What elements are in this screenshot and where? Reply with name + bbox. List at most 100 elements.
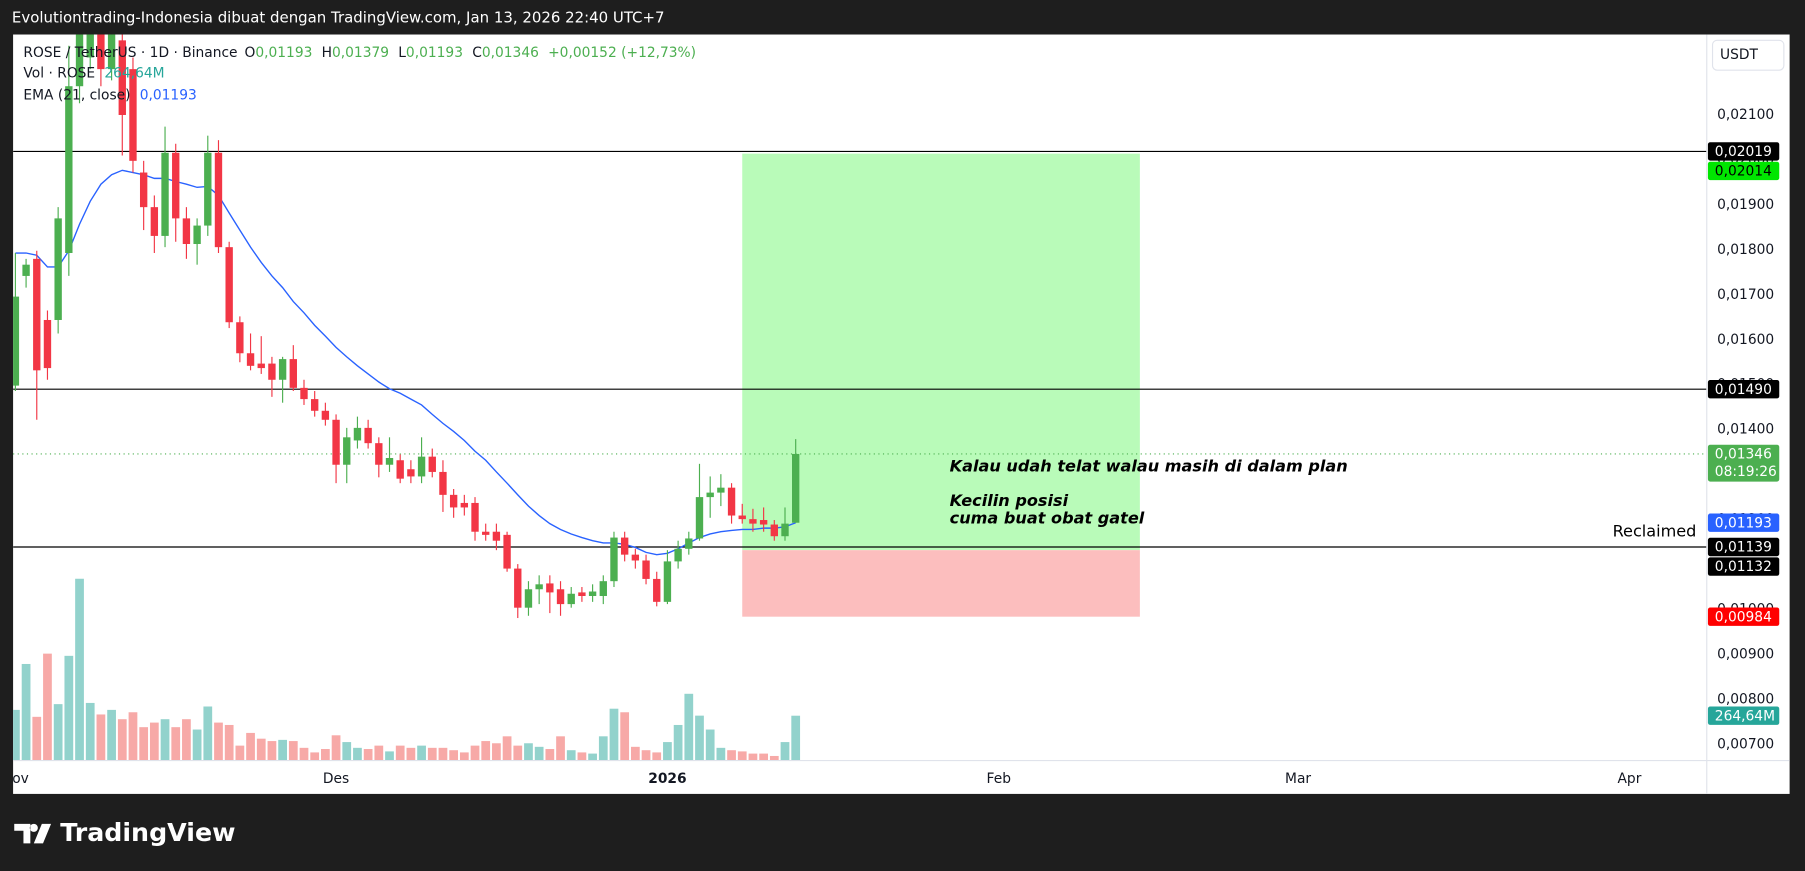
top-bar-text: Evolutiontrading-Indonesia dibuat dengan…	[12, 8, 665, 26]
price-tag-text: 264,64M	[1715, 708, 1775, 724]
y-tick-label: 0,01900	[1717, 197, 1774, 213]
y-tick-label: 0,01800	[1717, 242, 1774, 258]
y-tick-label: 0,00800	[1717, 691, 1774, 707]
candle-body	[546, 583, 554, 593]
candle-body	[118, 40, 126, 115]
volume-bar	[385, 751, 394, 761]
candle-body	[610, 537, 618, 582]
volume-bar	[566, 750, 576, 761]
candle-body	[770, 524, 778, 537]
candle-body	[268, 363, 276, 380]
legend-volume: Vol · ROSE 264,64M	[23, 66, 164, 82]
volume-bar	[75, 578, 84, 761]
candle-body	[22, 264, 30, 276]
candle-body	[599, 581, 607, 597]
volume-bar	[716, 747, 726, 761]
volume-bar	[13, 709, 20, 761]
price-tag-text: 0,01139	[1715, 540, 1772, 556]
volume-bar	[695, 715, 704, 761]
candle-body	[428, 456, 436, 472]
price-tag	[1707, 161, 1780, 181]
volume-bar	[524, 743, 533, 761]
volume-bar	[737, 751, 747, 761]
candle-body	[556, 589, 565, 605]
candle-body	[246, 353, 255, 366]
candle-body	[620, 537, 629, 555]
level-annotation: Reclaimed	[1613, 522, 1697, 541]
price-tag	[1707, 513, 1780, 532]
price-tag-text: 0,02019	[1715, 144, 1772, 160]
y-tick-label: 0,01600	[1717, 332, 1774, 348]
y-tick-label: 0,00900	[1717, 646, 1774, 662]
candle-body	[33, 258, 41, 371]
volume-bar	[780, 742, 790, 761]
annotation: Kalau udah telat walau masih di dalam pl…	[950, 457, 1348, 476]
candle-body	[225, 247, 233, 323]
candle-body	[75, 34, 84, 87]
candle-body	[150, 207, 159, 236]
volume-bar	[353, 747, 362, 761]
candle-body	[353, 427, 362, 441]
candle-body	[193, 225, 201, 245]
volume-bar	[43, 653, 52, 761]
price-tag	[1707, 380, 1780, 399]
candle-body	[13, 296, 20, 386]
volume-bar	[663, 742, 672, 761]
price-tag	[1707, 142, 1780, 161]
volume-bar	[534, 746, 544, 761]
candle-body	[65, 86, 73, 253]
candle-body	[396, 460, 404, 479]
candle-body	[653, 578, 661, 602]
candle-body	[738, 515, 746, 520]
candle-body	[717, 487, 725, 493]
volume-bar	[769, 755, 779, 761]
price-tag-text: 0,01346	[1715, 447, 1772, 463]
volume-bar	[288, 741, 298, 761]
price-axis: 0,021000,020000,019000,018000,017000,016…	[1717, 107, 1774, 752]
volume-bar	[321, 749, 330, 761]
volume-bar	[417, 745, 426, 761]
candle-body	[439, 471, 447, 495]
volume-bar	[53, 704, 63, 761]
volume-bar	[267, 741, 277, 761]
candle-body	[685, 538, 693, 549]
change: +0,00152 (+12,73%)	[548, 45, 696, 61]
candle-body	[375, 443, 383, 465]
symbol: ROSE / TetherUS · 1D · Binance	[23, 45, 237, 61]
volume-bar	[588, 753, 597, 761]
volume-bar	[256, 738, 266, 761]
y-tick-label: 0,00700	[1717, 736, 1774, 752]
ohlc-key: H	[322, 45, 332, 61]
volume-bar	[32, 716, 42, 761]
price-tag-text: 0,01490	[1715, 382, 1772, 398]
candle-body	[54, 218, 62, 320]
candle-body	[706, 492, 714, 498]
candle-body	[257, 363, 265, 369]
volume-bar	[598, 736, 608, 761]
ema-value: 0,01193	[140, 87, 197, 103]
logo-text: TradingView	[60, 818, 235, 847]
ohlc-key: L	[398, 45, 406, 61]
volume-bar	[224, 724, 234, 761]
volume-bar	[609, 708, 619, 761]
currency-box[interactable]	[1711, 39, 1785, 71]
price-tag	[1707, 537, 1780, 557]
volume-bar	[160, 719, 170, 761]
x-tick-label: Mar	[1285, 771, 1311, 787]
candle-body	[535, 584, 543, 590]
volume-bar	[171, 727, 181, 761]
position-profit	[742, 153, 1140, 551]
volume-bar	[203, 706, 213, 761]
volume-bar	[673, 724, 683, 761]
volume-bar	[759, 753, 768, 761]
time-axis: Nov Des 2026 Feb Mar Apr	[13, 771, 1642, 787]
candle-body	[663, 561, 672, 602]
volume-bar	[374, 745, 384, 761]
candle-body	[236, 322, 244, 354]
volume-bar	[556, 736, 565, 761]
ohlc-value: 0,01379	[332, 45, 389, 61]
ema-name: EMA (21, close)	[23, 87, 130, 103]
legend-main: ROSE / TetherUS · 1D · Binance O0,01193 H0…	[23, 45, 696, 61]
volume-bar	[727, 750, 736, 761]
